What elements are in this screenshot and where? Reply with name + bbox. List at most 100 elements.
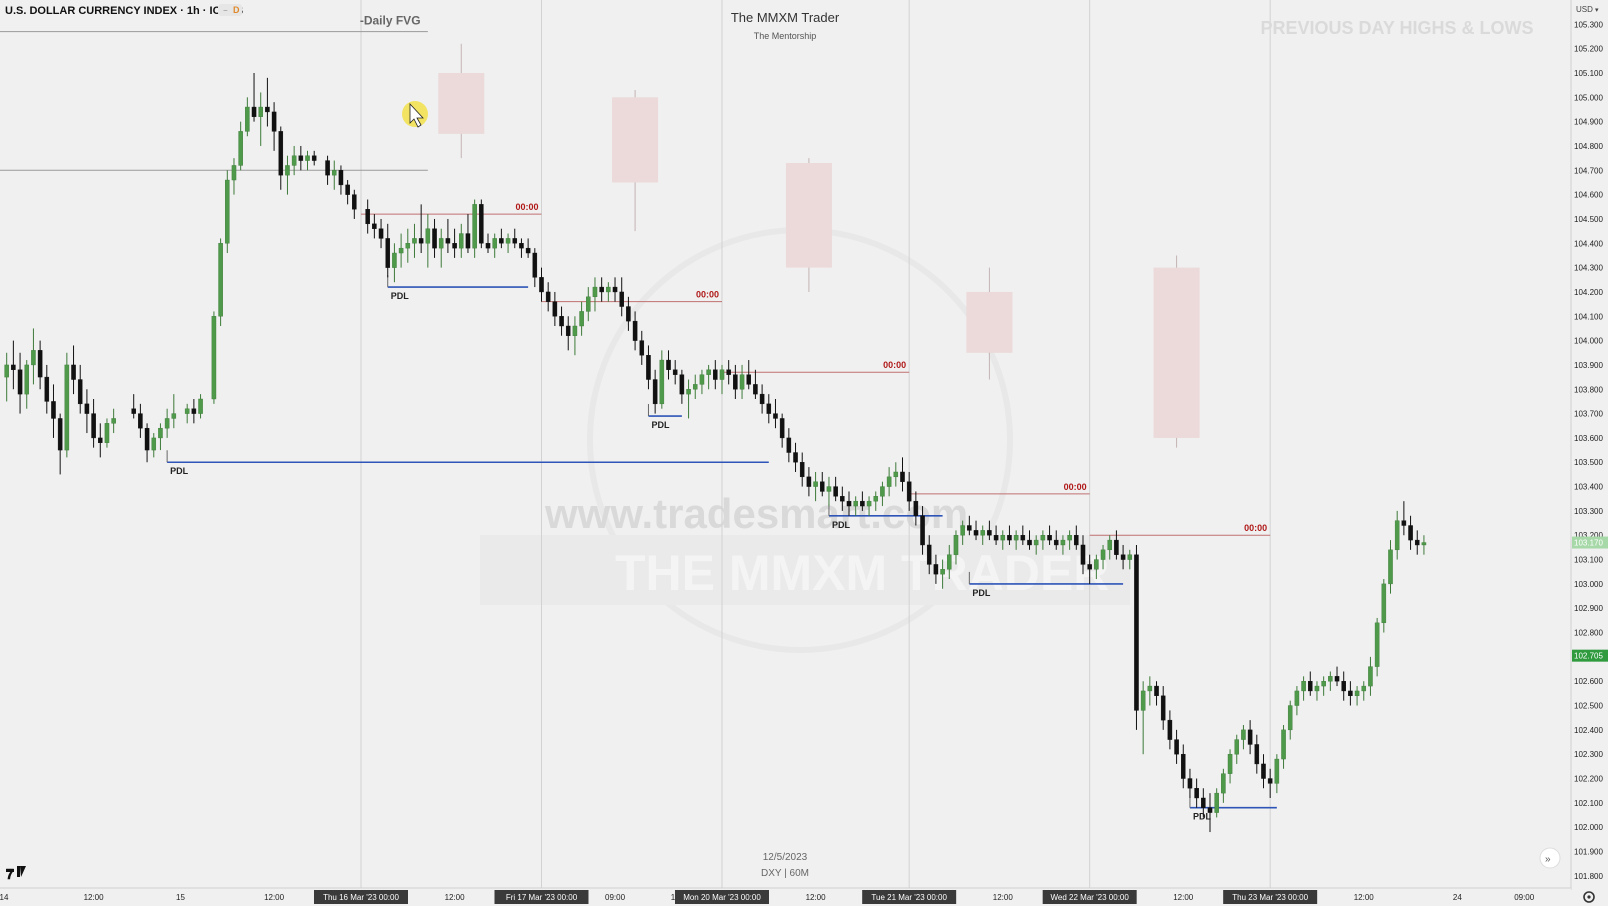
bull-candle-body — [866, 500, 872, 507]
bull-candle-body — [592, 286, 598, 298]
bull-candle-body — [739, 374, 745, 390]
price-tick-label: 101.800 — [1574, 872, 1603, 881]
price-tick-label: 103.600 — [1574, 434, 1603, 443]
bull-candle-body — [606, 286, 611, 293]
bear-candle-body — [679, 374, 685, 395]
bear-candle-body — [753, 384, 758, 395]
bear-candle-body — [1401, 520, 1407, 526]
bear-candle-body — [987, 530, 992, 536]
bull-candle-body — [331, 170, 337, 176]
bear-candle-body — [713, 369, 718, 380]
currency-dropdown-icon[interactable]: ▾ — [1595, 7, 1599, 14]
bull-candle-body — [64, 364, 70, 451]
bear-candle-body — [17, 369, 23, 395]
bear-candle-body — [338, 170, 344, 186]
bear-candle-body — [131, 408, 136, 414]
bear-candle-body — [846, 500, 852, 507]
bear-candle-body — [57, 418, 63, 451]
bear-candle-body — [1180, 753, 1186, 779]
section-title: PREVIOUS DAY HIGHS & LOWS — [1260, 18, 1533, 38]
bull-candle-body — [258, 106, 263, 117]
bull-candle-body — [1368, 666, 1373, 687]
bear-candle-body — [1254, 744, 1260, 765]
bear-candle-body — [98, 437, 103, 443]
bull-candle-body — [1374, 622, 1380, 667]
bear-candle-body — [271, 111, 277, 132]
bull-candle-body — [706, 369, 711, 375]
interval-badge-bg[interactable] — [218, 4, 242, 16]
time-highlight-label: Thu 16 Mar '23 00:00 — [323, 893, 399, 902]
bear-candle-body — [138, 413, 143, 429]
price-tick-label: 103.100 — [1574, 556, 1603, 565]
bull-candle-body — [1127, 554, 1133, 560]
time-highlight-bg — [313, 890, 408, 904]
price-tick-label: 103.500 — [1574, 458, 1603, 467]
bear-candle-body — [773, 413, 778, 419]
svg-text:»: » — [1545, 854, 1551, 865]
mouse-cursor-icon — [402, 101, 428, 128]
midnight-open-label: 00:00 — [883, 360, 906, 370]
time-tick-label: 09:00 — [1514, 893, 1535, 902]
time-tick-label: 12:00 — [1173, 893, 1194, 902]
bear-candle-body — [1053, 539, 1059, 546]
price-tick-label: 105.200 — [1574, 45, 1603, 54]
price-tick-label: 102.100 — [1574, 799, 1603, 808]
bear-candle-body — [840, 496, 845, 502]
price-tick-label: 102.000 — [1574, 823, 1603, 832]
bull-candle-body — [111, 418, 116, 424]
bull-candle-body — [104, 423, 110, 443]
tradingview-logo-icon[interactable]: 𝟕 — [6, 866, 26, 882]
bear-candle-body — [726, 369, 731, 375]
bear-candle-body — [512, 238, 518, 244]
bear-candle-body — [365, 209, 370, 225]
scroll-to-latest-icon[interactable]: » — [1539, 847, 1561, 869]
price-tick-label: 104.000 — [1574, 337, 1603, 346]
bull-candle-body — [1421, 542, 1427, 546]
candles — [4, 72, 1427, 833]
bear-candle-body — [1187, 778, 1193, 789]
time-highlight-bg — [1223, 890, 1318, 904]
bear-candle-body — [900, 471, 905, 482]
bull-candle-body — [24, 364, 30, 395]
time-axis[interactable]: 14 12:00 15 12:00 Thu 16 Mar '23 00:00 12:00 F… — [0, 887, 1571, 906]
price-tick-label: 104.900 — [1574, 118, 1603, 127]
time-tick-label: 12:00 — [806, 893, 827, 902]
bear-candle-body — [251, 106, 257, 117]
price-axis[interactable]: USD ▾ 105.300 105.200 105.100 105.000 104.90… — [1570, 0, 1608, 890]
bull-candle-body — [572, 325, 578, 336]
bear-candle-body — [967, 525, 972, 531]
price-tick-label: 102.900 — [1574, 604, 1603, 613]
symbol-title[interactable]: U.S. DOLLAR CURRENCY INDEX · 1h · ICEUS — [5, 5, 243, 17]
bull-candle-body — [1094, 559, 1099, 570]
bear-candle-body — [819, 481, 825, 492]
bear-candle-body — [906, 481, 912, 502]
bear-candle-body — [646, 355, 651, 380]
bear-candle-body — [759, 393, 765, 405]
bear-candle-body — [973, 530, 979, 536]
midnight-open-label: 00:00 — [515, 202, 538, 212]
bull-candle-body — [245, 106, 250, 132]
time-highlight-label: Mon 20 Mar '23 00:00 — [683, 893, 761, 902]
midnight-open-label: 00:00 — [1244, 523, 1267, 533]
bear-candle-body — [345, 184, 350, 195]
bull-candle-body — [218, 243, 223, 317]
bear-candle-body — [525, 247, 531, 254]
price-tick-label: 104.400 — [1574, 239, 1603, 248]
price-tick-label: 104.800 — [1574, 142, 1603, 151]
bear-candle-body — [352, 194, 357, 210]
time-tick-label: 12:00 — [84, 893, 105, 902]
bear-candle-body — [539, 277, 544, 293]
bull-candle-body — [1281, 729, 1286, 760]
bear-candle-body — [632, 320, 638, 341]
time-tick-label: 14 — [0, 893, 9, 902]
bear-candle-body — [786, 437, 792, 453]
badge-dash-icon: − — [223, 6, 228, 15]
currency-label[interactable]: USD — [1576, 5, 1593, 14]
level-lines: -Daily FVG PDL PDL PDL PDL PDL PDL 00:00 00:00 00… — [0, 14, 1277, 822]
bull-candle-body — [425, 228, 431, 244]
bear-candle-body — [532, 252, 538, 278]
settings-gear-icon[interactable] — [1583, 891, 1595, 903]
bear-candle-body — [652, 379, 658, 405]
